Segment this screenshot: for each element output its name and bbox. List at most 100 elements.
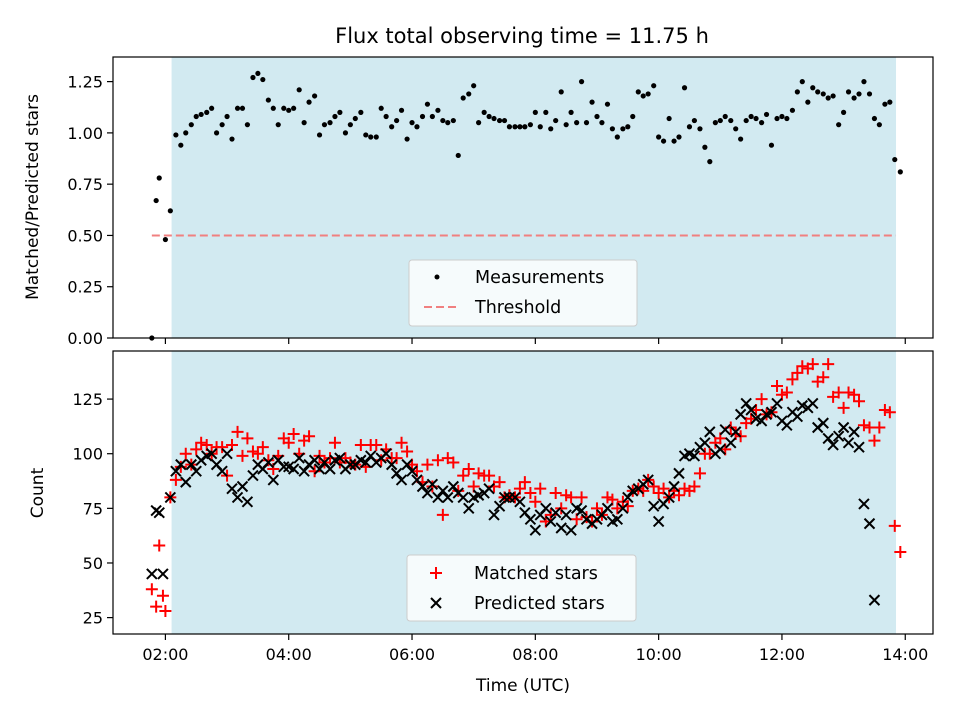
measurement-point xyxy=(707,159,713,165)
chart-title: Flux total observing time = 11.75 h xyxy=(335,24,709,48)
measurement-point xyxy=(286,107,292,113)
measurement-point xyxy=(491,115,497,122)
matched-star-point xyxy=(493,476,506,489)
matched-star-point xyxy=(837,401,850,414)
matched-star-point xyxy=(483,469,496,482)
matched-star-point xyxy=(529,495,542,508)
bottom-y-tick-label: 50 xyxy=(83,554,103,573)
matched-star-point xyxy=(216,441,229,454)
matched-star-point xyxy=(611,502,624,515)
measurement-point xyxy=(373,134,379,140)
measurement-point xyxy=(799,79,805,85)
predicted-star-point xyxy=(153,507,165,519)
measurement-point xyxy=(574,120,580,126)
bottom-y-tick-label: 100 xyxy=(72,445,103,464)
matched-star-point xyxy=(251,447,264,460)
measurement-point xyxy=(506,124,513,130)
matched-star-point xyxy=(462,463,475,476)
measurement-point xyxy=(209,105,215,111)
matched-star-point xyxy=(883,406,896,419)
measurement-point xyxy=(651,83,657,89)
matched-star-point xyxy=(786,373,799,386)
matched-star-point xyxy=(791,366,804,379)
measurement-point xyxy=(440,117,446,124)
measurement-point xyxy=(198,111,204,118)
measurement-point xyxy=(583,120,590,126)
predicted-star-point xyxy=(817,417,829,429)
measurement-point xyxy=(260,76,266,83)
measurement-point xyxy=(568,109,574,115)
measurement-point xyxy=(486,113,492,120)
predicted-star-point xyxy=(853,441,865,453)
top-y-ticks: 0.00 0.25 0.50 0.75 1.00 1.25 xyxy=(67,73,113,348)
matched-star-point xyxy=(190,443,203,456)
top-legend: Measurements Threshold xyxy=(408,259,638,327)
predicted-star-point xyxy=(426,478,439,491)
predicted-star-point xyxy=(734,408,747,421)
top-panel: 0.00 0.25 0.50 0.75 1.00 1.25 Matched/Predict… xyxy=(23,56,934,348)
measurement-point xyxy=(337,109,343,115)
measurement-point xyxy=(153,197,159,204)
predicted-star-point xyxy=(617,502,629,515)
measurement-point xyxy=(265,97,271,103)
predicted-star-point xyxy=(395,474,408,486)
predicted-star-point xyxy=(745,404,757,416)
predicted-star-point xyxy=(652,515,665,528)
measurement-point xyxy=(871,115,878,122)
measurement-point xyxy=(836,122,842,128)
measurement-point xyxy=(753,115,759,122)
legend-predicted-label: Predicted stars xyxy=(474,594,605,614)
measurement-points xyxy=(149,70,903,341)
top-y-tick-label: 0.50 xyxy=(67,226,103,245)
predicted-star-point xyxy=(493,500,506,512)
measurement-point xyxy=(414,124,420,130)
predicted-star-point xyxy=(688,450,701,462)
predicted-star-point xyxy=(278,461,290,473)
measurement-point xyxy=(876,122,882,128)
matched-star-point xyxy=(426,480,439,493)
measurement-point xyxy=(630,113,636,120)
measurement-point xyxy=(306,99,312,105)
measurement-point xyxy=(481,109,487,115)
measurement-point xyxy=(342,130,349,136)
matched-star-point xyxy=(549,487,562,500)
predicted-star-point xyxy=(298,465,310,477)
x-tick-label: 02:00 xyxy=(142,645,188,664)
predicted-star-point xyxy=(514,496,526,508)
measurement-point xyxy=(625,124,631,130)
measurement-point xyxy=(645,91,651,97)
measurement-point xyxy=(768,142,775,148)
measurement-point xyxy=(563,122,569,128)
measurement-point xyxy=(156,175,162,181)
predicted-star-point xyxy=(725,437,737,449)
matched-star-point xyxy=(303,430,316,443)
measurement-point xyxy=(363,132,369,138)
measurement-point xyxy=(728,117,734,124)
predicted-star-point xyxy=(447,480,460,493)
matched-star-point xyxy=(755,393,768,406)
bottom-y-tick-label: 25 xyxy=(83,609,103,628)
predicted-star-point xyxy=(863,517,876,530)
measurement-point xyxy=(522,124,528,130)
measurement-point xyxy=(774,115,780,122)
matched-star-point xyxy=(390,452,403,465)
predicted-star-point xyxy=(185,458,198,471)
predicted-star-point xyxy=(560,509,572,521)
measurement-point xyxy=(543,109,549,115)
measurement-point xyxy=(810,85,816,91)
matched-star-point xyxy=(796,360,809,373)
measurement-point xyxy=(193,113,199,120)
measurement-point xyxy=(841,109,847,115)
measurement-point xyxy=(383,113,389,120)
legend-measurements-label: Measurements xyxy=(475,268,604,288)
top-x-ticks xyxy=(164,338,906,344)
predicted-star-point xyxy=(432,491,444,504)
measurement-point xyxy=(316,132,323,138)
measurement-point xyxy=(851,95,857,101)
predicted-star-point xyxy=(673,467,685,480)
legend-matched-label: Matched stars xyxy=(474,564,598,584)
predicted-star-point xyxy=(221,448,233,460)
measurement-point xyxy=(784,115,790,122)
predicted-star-point xyxy=(704,426,716,438)
